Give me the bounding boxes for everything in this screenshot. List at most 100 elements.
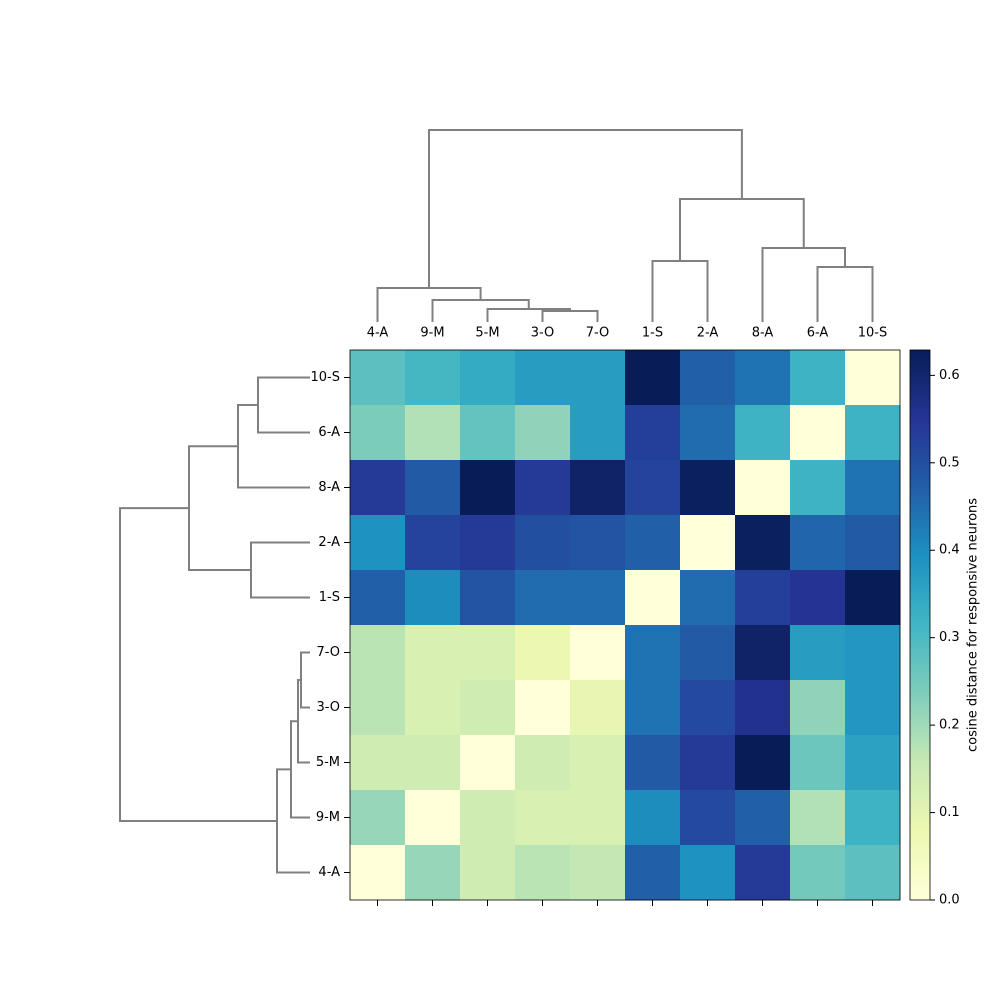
heatmap-cell — [680, 350, 736, 406]
colorbar-tick-label: 0.6 — [939, 368, 960, 383]
heatmap-cell — [790, 405, 846, 461]
colorbar-tick-label: 0.1 — [939, 805, 960, 820]
x-tick-label: 7-O — [586, 326, 610, 341]
y-tick-label: 8-A — [318, 480, 340, 495]
heatmap-cell — [460, 570, 516, 626]
heatmap-cell — [845, 625, 901, 681]
x-tick-label: 10-S — [858, 326, 888, 341]
x-tick-label: 5-M — [475, 326, 499, 341]
heatmap-cell — [845, 845, 901, 901]
heatmap-cell — [515, 570, 571, 626]
heatmap-cell — [570, 735, 626, 791]
heatmap-cell — [680, 625, 736, 681]
heatmap-cell — [680, 570, 736, 626]
heatmap-cell — [845, 790, 901, 846]
heatmap-cell — [350, 405, 406, 461]
heatmap-cell — [680, 405, 736, 461]
heatmap-cell — [515, 735, 571, 791]
heatmap-cell — [570, 790, 626, 846]
heatmap-cell — [790, 680, 846, 736]
heatmap-cell — [460, 515, 516, 571]
heatmap-cell — [735, 625, 791, 681]
heatmap-cell — [405, 680, 461, 736]
x-tick-label: 1-S — [642, 326, 663, 341]
heatmap-cell — [625, 680, 681, 736]
heatmap-cell — [350, 790, 406, 846]
y-tick-label: 2-A — [318, 535, 340, 550]
heatmap-cell — [570, 350, 626, 406]
heatmap-cell — [350, 735, 406, 791]
y-tick-label: 4-A — [318, 865, 340, 880]
heatmap-cell — [735, 845, 791, 901]
heatmap-cell — [735, 735, 791, 791]
heatmap-cell — [625, 405, 681, 461]
heatmap-cell — [515, 680, 571, 736]
heatmap-cell — [625, 350, 681, 406]
x-tick-label: 8-A — [752, 326, 774, 341]
heatmap-cell — [680, 735, 736, 791]
colorbar — [909, 349, 931, 901]
heatmap-cell — [405, 570, 461, 626]
heatmap-cell — [515, 845, 571, 901]
heatmap-cell — [350, 625, 406, 681]
heatmap-cell — [460, 735, 516, 791]
heatmap-cell — [460, 350, 516, 406]
heatmap-cell — [735, 460, 791, 516]
heatmap-cell — [515, 350, 571, 406]
colorbar-tick-label: 0.4 — [939, 543, 960, 558]
heatmap-cell — [735, 405, 791, 461]
heatmap-cell — [625, 460, 681, 516]
heatmap-cell — [405, 735, 461, 791]
heatmap-cell — [790, 570, 846, 626]
heatmap-cell — [735, 350, 791, 406]
x-tick-label: 2-A — [697, 326, 719, 341]
heatmap-cell — [570, 845, 626, 901]
heatmap-cell — [790, 625, 846, 681]
y-tick-label: 3-O — [316, 700, 340, 715]
colorbar-tick-label: 0.5 — [939, 455, 960, 470]
heatmap-frame — [349, 349, 901, 901]
heatmap-cell — [460, 845, 516, 901]
heatmap-cell — [845, 570, 901, 626]
heatmap-cell — [350, 460, 406, 516]
heatmap-cell — [350, 350, 406, 406]
heatmap-cell — [350, 515, 406, 571]
heatmap-cell — [845, 460, 901, 516]
column-dendrogram — [376, 129, 874, 322]
heatmap-cell — [460, 405, 516, 461]
heatmap-cell — [570, 680, 626, 736]
heatmap-cell — [570, 515, 626, 571]
colorbar-label: cosine distance for responsive neurons — [966, 498, 981, 752]
colorbar-tick-label: 0.2 — [939, 718, 960, 733]
heatmap-cell — [680, 515, 736, 571]
heatmap-cell — [790, 460, 846, 516]
heatmap-cell — [680, 845, 736, 901]
x-tick-label: 4-A — [367, 326, 389, 341]
x-tick-label: 6-A — [807, 326, 829, 341]
heatmap-cell — [790, 735, 846, 791]
heatmap-cell — [625, 570, 681, 626]
colorbar-tick-label: 0.3 — [939, 630, 960, 645]
heatmap-cell — [460, 625, 516, 681]
heatmap-cell — [570, 625, 626, 681]
heatmap-cell — [845, 735, 901, 791]
heatmap-cell — [680, 680, 736, 736]
heatmap-cell — [625, 735, 681, 791]
heatmap-cell — [845, 350, 901, 406]
heatmap-cell — [460, 790, 516, 846]
heatmap-cell — [515, 790, 571, 846]
heatmap-cell — [845, 515, 901, 571]
heatmap-cell — [845, 680, 901, 736]
colorbar-tick-label: 0.0 — [939, 893, 960, 908]
heatmap-cell — [790, 845, 846, 901]
heatmap-cell — [625, 515, 681, 571]
heatmap-cell — [405, 405, 461, 461]
heatmap-cell — [350, 570, 406, 626]
heatmap-cell — [625, 845, 681, 901]
x-tick-label: 3-O — [531, 326, 555, 341]
heatmap-cell — [625, 625, 681, 681]
heatmap-cell — [515, 405, 571, 461]
y-tick-label: 10-S — [311, 370, 341, 385]
heatmap-cell — [515, 625, 571, 681]
heatmap-cell — [515, 515, 571, 571]
